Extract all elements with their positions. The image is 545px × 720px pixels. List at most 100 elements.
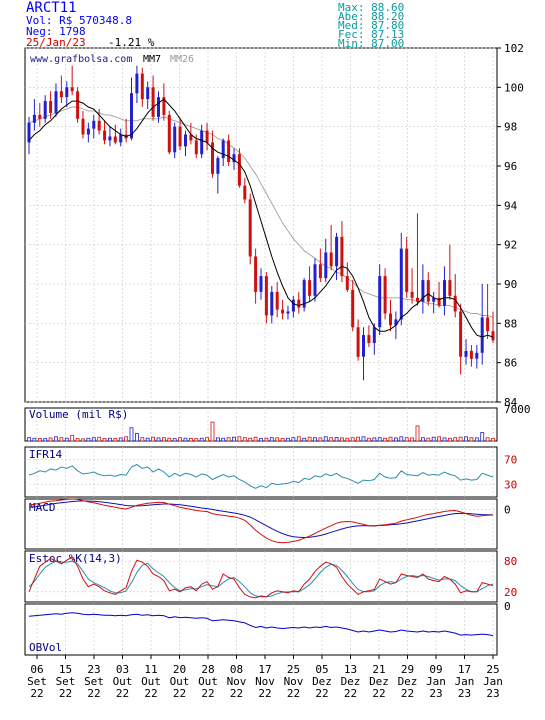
candle-body <box>65 87 69 98</box>
candle-body <box>221 140 225 159</box>
volume-bar <box>156 437 161 442</box>
x-tick-label: Dez <box>369 675 389 688</box>
candle-body <box>324 252 328 279</box>
candle-body <box>362 335 365 357</box>
macd-tick-label: 0 <box>504 503 511 516</box>
candle-body <box>130 93 133 139</box>
x-tick-label: 22 <box>344 687 357 700</box>
candle-body <box>43 101 47 119</box>
volume-bar <box>420 437 425 442</box>
volume-bar <box>91 437 96 442</box>
x-tick-label: 22 <box>201 687 214 700</box>
candle-body <box>367 335 371 343</box>
candle-body <box>464 350 468 357</box>
candle-body <box>453 295 457 312</box>
obv-tick-label: 0 <box>504 600 511 613</box>
candle-body <box>264 276 268 316</box>
price-tick-label: 86 <box>504 357 517 370</box>
stoch-tick-label: 20 <box>504 586 517 599</box>
volume-bar <box>48 437 53 442</box>
x-tick-label: 22 <box>173 687 186 700</box>
stoch-label: Estoc %K(14,3) <box>29 552 122 565</box>
x-tick-label: 23 <box>429 687 442 700</box>
candle-body <box>151 87 155 117</box>
macd-line <box>28 498 494 544</box>
candle-body <box>469 350 473 359</box>
ifr-tick-label: 70 <box>504 454 517 467</box>
candle-body <box>426 280 430 302</box>
volume-bar <box>431 436 436 442</box>
candle-body <box>291 299 295 312</box>
candle-body <box>259 276 263 292</box>
candle-body <box>167 114 171 153</box>
price-tick-label: 94 <box>504 199 518 212</box>
candle-body <box>86 128 90 135</box>
volume-bar <box>64 437 69 442</box>
candle-body <box>227 140 231 162</box>
x-tick-label: 22 <box>144 687 157 700</box>
volume-bar <box>161 437 166 442</box>
x-tick-label: 11 <box>144 663 157 676</box>
ifr-tick-label: 30 <box>504 479 517 492</box>
candle-body <box>54 91 58 113</box>
volume-bar <box>145 437 150 442</box>
volume-bar <box>329 437 334 442</box>
candle-body <box>200 130 204 155</box>
x-tick-label: 23 <box>87 663 100 676</box>
candle-body <box>302 280 306 308</box>
candle-body <box>76 91 80 119</box>
stat-min: Min: 87.00 <box>338 37 405 50</box>
candle-body <box>275 291 279 310</box>
candle-body <box>443 280 446 306</box>
x-tick-label: 22 <box>258 687 271 700</box>
x-tick-label: Dez <box>312 675 332 688</box>
volume-bar <box>399 436 404 442</box>
volume-bar <box>43 438 48 442</box>
candle-body <box>243 185 247 200</box>
volume-bar <box>242 437 247 442</box>
price-tick-label: 92 <box>504 239 517 252</box>
candle-body <box>81 118 85 135</box>
candle-body <box>108 136 112 141</box>
price-panel-frame <box>24 47 498 403</box>
candle-body <box>356 327 360 357</box>
candle-body <box>475 352 479 359</box>
stoch-d-line <box>28 560 494 598</box>
candle-body <box>59 91 63 98</box>
x-tick-label: 08 <box>230 663 243 676</box>
candle-body <box>184 134 187 147</box>
volume-bar <box>54 436 58 442</box>
candle-body <box>146 87 150 100</box>
volume-bar <box>97 436 102 442</box>
x-tick-label: 05 <box>315 663 328 676</box>
candle-body <box>248 199 252 257</box>
volume-bar <box>474 437 479 442</box>
volume-bar <box>210 421 215 442</box>
stoch-panel-frame <box>24 550 498 603</box>
candle-body <box>459 311 463 357</box>
watermark: www.grafbolsa.com <box>30 54 132 65</box>
x-tick-label: 22 <box>401 687 414 700</box>
candle-body <box>486 317 490 332</box>
volume-bar <box>339 437 344 442</box>
volume-bar <box>113 438 118 442</box>
x-tick-label: 23 <box>458 687 471 700</box>
volume-bar <box>134 433 139 442</box>
candle-body <box>318 264 322 279</box>
volume-bar <box>70 434 75 442</box>
volume-bar <box>372 437 377 442</box>
volume-bar <box>221 437 226 442</box>
candle-body <box>399 248 403 320</box>
x-tick-label: 03 <box>116 663 129 676</box>
x-tick-label: 21 <box>372 663 385 676</box>
volume-bar <box>118 437 123 442</box>
volume-bar <box>426 437 431 442</box>
volume-bar <box>280 437 285 442</box>
volume-bar <box>178 437 183 442</box>
candle-body <box>162 97 166 115</box>
x-tick-label: 22 <box>59 687 72 700</box>
volume-bar <box>286 437 290 442</box>
volume-bar <box>140 437 145 442</box>
x-tick-label: 22 <box>230 687 243 700</box>
candle-body <box>372 327 376 343</box>
